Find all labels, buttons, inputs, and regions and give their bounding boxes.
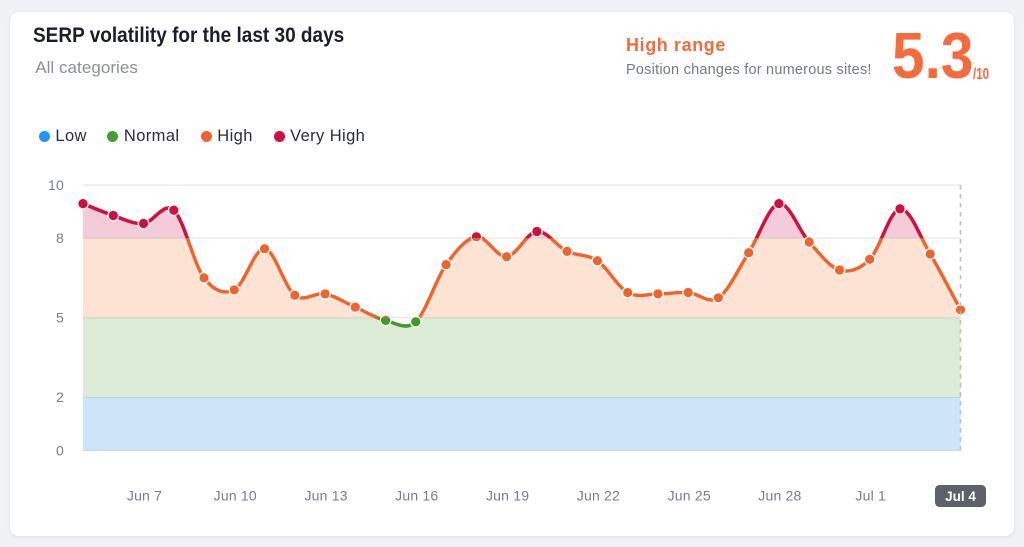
svg-text:Jun 19: Jun 19 xyxy=(486,488,529,504)
svg-text:10: 10 xyxy=(48,177,64,193)
svg-text:Jul 4: Jul 4 xyxy=(945,489,976,504)
svg-text:0: 0 xyxy=(56,442,64,458)
svg-text:Jun 13: Jun 13 xyxy=(304,488,347,504)
svg-text:Jun 25: Jun 25 xyxy=(668,488,711,504)
svg-text:Jun 22: Jun 22 xyxy=(577,488,620,504)
svg-text:8: 8 xyxy=(56,230,64,246)
svg-text:Jun 16: Jun 16 xyxy=(395,488,438,504)
svg-text:5: 5 xyxy=(56,310,64,326)
svg-text:Jun 7: Jun 7 xyxy=(127,488,162,504)
svg-text:Jul 1: Jul 1 xyxy=(855,488,886,504)
svg-text:2: 2 xyxy=(56,389,64,405)
svg-text:Jun 28: Jun 28 xyxy=(758,488,801,504)
svg-text:Jun 10: Jun 10 xyxy=(214,488,257,504)
